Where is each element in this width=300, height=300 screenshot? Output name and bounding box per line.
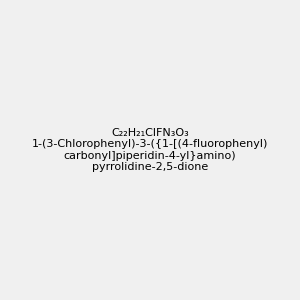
Text: C₂₂H₂₁ClFN₃O₃
1-(3-Chlorophenyl)-3-({1-[(4-fluorophenyl)
carbonyl]piperidin-4-yl: C₂₂H₂₁ClFN₃O₃ 1-(3-Chlorophenyl)-3-({1-[…	[32, 128, 268, 172]
